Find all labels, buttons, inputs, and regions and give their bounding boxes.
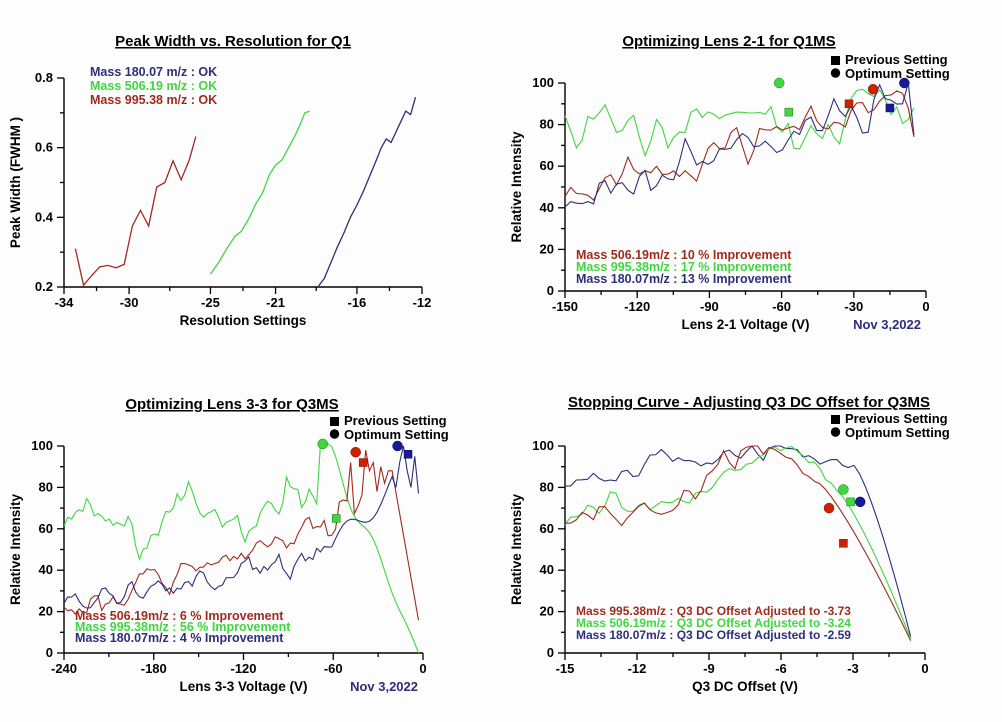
svg-text:Lens 3-3 Voltage (V): Lens 3-3 Voltage (V) — [179, 679, 307, 694]
svg-text:Mass 180.07 m/z : OK: Mass 180.07 m/z : OK — [90, 65, 217, 79]
svg-text:0: 0 — [921, 661, 928, 676]
svg-text:-120: -120 — [230, 661, 256, 676]
svg-text:Nov 3,2022: Nov 3,2022 — [853, 317, 921, 332]
svg-text:-60: -60 — [324, 661, 343, 676]
svg-text:-180: -180 — [141, 661, 167, 676]
svg-text:-30: -30 — [120, 295, 139, 310]
svg-text:Optimizing Lens 3-3 for Q3MS: Optimizing Lens 3-3 for Q3MS — [125, 396, 338, 413]
svg-text:-30: -30 — [844, 299, 863, 314]
svg-text:0: 0 — [547, 645, 554, 660]
svg-text:-150: -150 — [552, 299, 578, 314]
svg-text:Q3 DC Offset (V): Q3 DC Offset (V) — [692, 679, 798, 694]
svg-text:20: 20 — [540, 241, 554, 256]
svg-text:0: 0 — [419, 661, 426, 676]
svg-text:Optimum Setting: Optimum Setting — [845, 66, 950, 81]
svg-text:Optimizing Lens 2-1 for Q1MS: Optimizing Lens 2-1 for Q1MS — [622, 33, 835, 50]
svg-text:Previous Setting: Previous Setting — [344, 413, 447, 428]
svg-text:60: 60 — [39, 521, 53, 536]
svg-text:40: 40 — [540, 562, 554, 577]
svg-text:20: 20 — [540, 604, 554, 619]
svg-text:Optimum Setting: Optimum Setting — [344, 427, 449, 442]
svg-text:80: 80 — [540, 479, 554, 494]
svg-text:100: 100 — [532, 438, 554, 453]
svg-text:0: 0 — [547, 283, 554, 298]
svg-text:-12: -12 — [628, 661, 647, 676]
svg-text:Relative Intensity: Relative Intensity — [8, 493, 23, 605]
svg-text:-240: -240 — [51, 661, 77, 676]
svg-text:80: 80 — [540, 117, 554, 132]
svg-text:Mass 506.19 m/z : OK: Mass 506.19 m/z : OK — [90, 79, 217, 93]
svg-text:Previous Setting: Previous Setting — [845, 411, 948, 426]
svg-text:0.6: 0.6 — [35, 140, 53, 155]
svg-text:Peak Width vs. Resolution for: Peak Width vs. Resolution for Q1 — [115, 33, 351, 50]
svg-text:Mass 180.07m/z : Q3 DC Offset: Mass 180.07m/z : Q3 DC Offset Adjusted t… — [576, 628, 851, 642]
svg-text:40: 40 — [540, 200, 554, 215]
svg-text:-6: -6 — [775, 661, 787, 676]
svg-text:Nov 3,2022: Nov 3,2022 — [350, 679, 418, 694]
svg-text:-120: -120 — [624, 299, 650, 314]
svg-text:Relative Intensity: Relative Intensity — [509, 131, 524, 243]
svg-text:Previous Setting: Previous Setting — [845, 52, 948, 67]
svg-text:Optimum Setting: Optimum Setting — [845, 425, 950, 440]
svg-text:80: 80 — [39, 479, 53, 494]
svg-text:Mass 180.07m/z : 13 % Improvem: Mass 180.07m/z : 13 % Improvement — [576, 272, 792, 286]
svg-text:0: 0 — [46, 645, 53, 660]
svg-text:100: 100 — [31, 438, 53, 453]
svg-text:20: 20 — [39, 604, 53, 619]
svg-text:40: 40 — [39, 562, 53, 577]
svg-text:0.4: 0.4 — [35, 209, 54, 224]
svg-text:-3: -3 — [847, 661, 859, 676]
svg-text:Peak Width (FWHM ): Peak Width (FWHM ) — [8, 117, 23, 248]
svg-text:60: 60 — [540, 521, 554, 536]
svg-text:60: 60 — [540, 158, 554, 173]
svg-text:-34: -34 — [55, 295, 75, 310]
svg-text:Resolution Settings: Resolution Settings — [180, 313, 307, 328]
svg-text:100: 100 — [532, 75, 554, 90]
svg-text:-9: -9 — [703, 661, 715, 676]
svg-text:-60: -60 — [772, 299, 791, 314]
svg-text:0.2: 0.2 — [35, 279, 53, 294]
svg-text:-15: -15 — [556, 661, 575, 676]
svg-text:-21: -21 — [266, 295, 285, 310]
svg-text:Relative Intensity: Relative Intensity — [509, 493, 524, 605]
svg-text:-90: -90 — [700, 299, 719, 314]
svg-text:-25: -25 — [201, 295, 220, 310]
svg-text:Mass 180.07m/z : 4 % Improveme: Mass 180.07m/z : 4 % Improvement — [75, 631, 284, 645]
svg-text:Stopping Curve - Adjusting Q3: Stopping Curve - Adjusting Q3 DC Offset … — [568, 394, 930, 411]
svg-text:0.8: 0.8 — [35, 70, 53, 85]
svg-text:-16: -16 — [348, 295, 367, 310]
svg-text:0: 0 — [922, 299, 929, 314]
svg-text:-12: -12 — [413, 295, 432, 310]
svg-text:Lens 2-1 Voltage (V): Lens 2-1 Voltage (V) — [681, 317, 809, 332]
svg-text:Mass 995.38 m/z : OK: Mass 995.38 m/z : OK — [90, 93, 217, 107]
